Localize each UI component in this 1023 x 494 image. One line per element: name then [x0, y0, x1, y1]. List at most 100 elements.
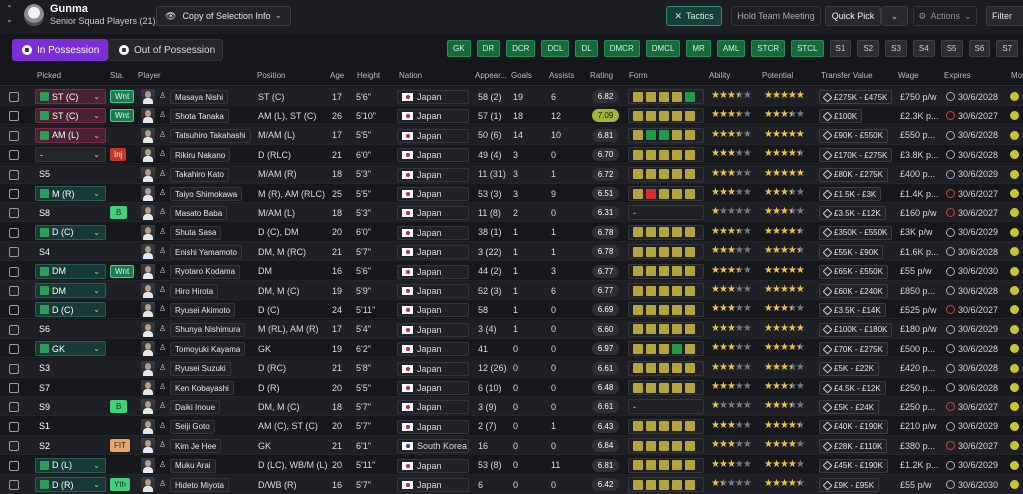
position-chip[interactable]: DMCR: [603, 40, 640, 57]
transfer-value-chip[interactable]: £275K - £475K: [819, 90, 893, 104]
position-chip[interactable]: DCR: [506, 40, 536, 57]
row-checkbox[interactable]: [9, 441, 19, 452]
row-checkbox[interactable]: [9, 480, 19, 490]
picked-selector[interactable]: S4: [35, 244, 106, 259]
status-badge[interactable]: Wnt: [110, 109, 135, 123]
player-avatar[interactable]: [141, 205, 155, 221]
player-avatar[interactable]: [141, 147, 155, 163]
position-chip[interactable]: S3: [885, 40, 907, 57]
row-checkbox[interactable]: [9, 208, 19, 219]
transfer-value-chip[interactable]: £40K - £190K: [819, 419, 888, 434]
transfer-value-chip[interactable]: £60K - £240K: [819, 284, 888, 298]
row-checkbox[interactable]: [9, 150, 19, 161]
table-row[interactable]: S2 FIT ♙ Kim Je Hee GK 21 6'1" South Korea 16 0 0 6…: [0, 436, 1023, 456]
form-indicator[interactable]: [628, 127, 704, 143]
player-avatar[interactable]: [141, 302, 155, 318]
table-row[interactable]: S4 ♙ Enishi Yamamoto DM, M (RC) 21 5'7" Japan 3…: [0, 242, 1023, 262]
filter-button[interactable]: Filter: [986, 6, 1023, 26]
col-rating[interactable]: Rating: [590, 71, 614, 80]
transfer-value-chip[interactable]: £9K - £95K: [819, 478, 880, 492]
table-row[interactable]: ST (C) ⌄ Wnt ♙ Masaya Nishi ST (C) 17 5'6" Japan…: [0, 87, 1023, 106]
table-row[interactable]: D (R) ⌄ Yth ♙ Hideto Miyota D/WB (R) 16 5'7" Jap…: [0, 475, 1023, 494]
nation-chip[interactable]: South Korea: [397, 439, 469, 454]
nation-chip[interactable]: Japan: [397, 128, 469, 143]
form-indicator[interactable]: [628, 166, 704, 182]
form-indicator[interactable]: [628, 244, 704, 260]
form-indicator[interactable]: [628, 108, 704, 124]
picked-selector[interactable]: GK ⌄: [35, 341, 106, 357]
row-checkbox[interactable]: [9, 363, 19, 374]
col-form[interactable]: Form: [629, 71, 648, 80]
player-name[interactable]: Ryusei Akimoto: [170, 303, 236, 318]
row-checkbox[interactable]: [9, 344, 19, 355]
picked-selector[interactable]: D (L) ⌄: [35, 457, 106, 473]
player-avatar[interactable]: [141, 108, 155, 124]
form-indicator[interactable]: [628, 380, 704, 395]
picked-selector[interactable]: S3: [35, 361, 106, 376]
position-chip[interactable]: AML: [716, 40, 746, 57]
table-row[interactable]: S8 B ♙ Masato Baba M/AM (L) 18 5'3" Japan 11 (8)…: [0, 203, 1023, 223]
picked-selector[interactable]: D (C) ⌄: [35, 224, 106, 240]
table-row[interactable]: GK ⌄ ♙ Tomoyuki Kayama GK 19 6'2" Japan 41 0 0 6.97…: [0, 339, 1023, 359]
player-avatar[interactable]: [141, 166, 155, 182]
picked-selector[interactable]: - ⌄: [35, 147, 106, 163]
nation-chip[interactable]: Japan: [397, 400, 469, 415]
player-name[interactable]: Shota Tanaka: [170, 109, 229, 124]
player-name[interactable]: Muku Arai: [170, 458, 216, 473]
transfer-value-chip[interactable]: £100K: [819, 109, 863, 124]
nation-chip[interactable]: Japan: [397, 478, 469, 492]
row-checkbox[interactable]: [9, 402, 19, 413]
status-badge[interactable]: Inj: [110, 148, 127, 162]
transfer-value-chip[interactable]: £5K - £24K: [819, 400, 880, 415]
table-row[interactable]: S7 ♙ Ken Kobayashi D (R) 20 5'5" Japan 6 (10) 0 0…: [0, 378, 1023, 397]
position-chip[interactable]: DR: [476, 40, 501, 57]
transfer-value-chip[interactable]: £45K - £190K: [819, 458, 888, 473]
row-checkbox[interactable]: [9, 130, 19, 141]
col-picked[interactable]: Picked: [37, 71, 62, 80]
picked-selector[interactable]: DM ⌄: [35, 283, 106, 298]
nation-chip[interactable]: Japan: [397, 187, 469, 201]
table-row[interactable]: AM (L) ⌄ ♙ Tatsuhiro Takahashi M/AM (L) 17 5'5…: [0, 125, 1023, 145]
picked-selector[interactable]: AM (L) ⌄: [35, 127, 106, 143]
form-indicator[interactable]: [628, 89, 704, 104]
nation-chip[interactable]: Japan: [397, 381, 469, 395]
player-name[interactable]: Shunya Nishimura: [170, 322, 246, 337]
row-checkbox[interactable]: [9, 383, 19, 393]
row-checkbox[interactable]: [9, 324, 19, 335]
transfer-value-chip[interactable]: £55K - £90K: [819, 245, 884, 260]
player-name[interactable]: Enishi Yamamoto: [170, 245, 242, 260]
picked-selector[interactable]: S7: [35, 380, 106, 395]
player-name[interactable]: Takahiro Kato: [170, 167, 229, 182]
col-status[interactable]: Sta.: [110, 71, 125, 80]
nation-chip[interactable]: Japan: [397, 225, 469, 240]
transfer-value-chip[interactable]: £1.5K - £3K: [819, 187, 882, 201]
row-checkbox[interactable]: [9, 266, 19, 277]
table-row[interactable]: D (C) ⌄ ♙ Shuta Sasa D (C), DM 20 6'0" Japan 38 …: [0, 222, 1023, 242]
player-avatar[interactable]: [141, 127, 155, 143]
transfer-value-chip[interactable]: £28K - £110K: [819, 439, 888, 454]
table-row[interactable]: M (R) ⌄ ♙ Taiyo Shimokawa M (R), AM (RLC) 25 5…: [0, 184, 1023, 203]
row-checkbox[interactable]: [9, 247, 19, 258]
table-row[interactable]: DM ⌄ ♙ Hiro Hirota DM, M (C) 19 5'9" Japan 52 (3…: [0, 281, 1023, 300]
nation-chip[interactable]: Japan: [397, 109, 469, 124]
table-row[interactable]: ST (C) ⌄ Wnt ♙ Shota Tanaka AM (L), ST (C) 26 5…: [0, 106, 1023, 126]
player-avatar[interactable]: [141, 418, 155, 434]
position-chip[interactable]: STCL: [791, 40, 824, 57]
position-chip[interactable]: MR: [686, 40, 711, 57]
row-checkbox[interactable]: [9, 189, 19, 199]
form-indicator[interactable]: [628, 321, 704, 337]
player-name[interactable]: Tatsuhiro Takahashi: [170, 128, 251, 143]
row-checkbox[interactable]: [9, 286, 19, 296]
player-name[interactable]: Ken Kobayashi: [170, 381, 234, 395]
nation-chip[interactable]: Japan: [397, 245, 469, 260]
form-indicator[interactable]: [628, 224, 704, 240]
table-row[interactable]: S3 ♙ Ryusei Suzuki D (RC) 21 5'8" Japan 12 (26)…: [0, 358, 1023, 378]
form-indicator[interactable]: -: [628, 399, 704, 415]
transfer-value-chip[interactable]: £90K - £550K: [819, 128, 888, 143]
form-indicator[interactable]: [628, 477, 704, 492]
picked-selector[interactable]: S2: [35, 438, 106, 453]
form-indicator[interactable]: -: [628, 205, 704, 221]
player-name[interactable]: Hiro Hirota: [170, 284, 219, 298]
player-avatar[interactable]: [141, 380, 155, 395]
chevron-down-icon[interactable]: ⌄: [6, 15, 13, 24]
